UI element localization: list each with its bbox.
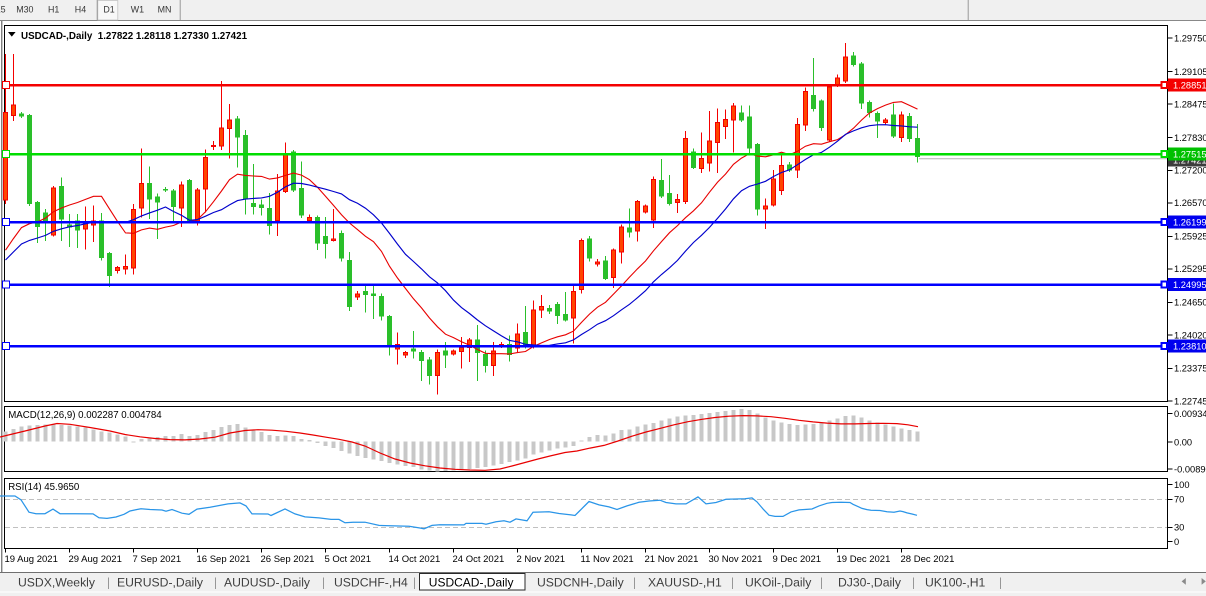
- svg-text:UKOil-,Daily: UKOil-,Daily: [745, 576, 812, 590]
- svg-text:30 Nov 2021: 30 Nov 2021: [709, 554, 763, 565]
- svg-text:21 Nov 2021: 21 Nov 2021: [645, 554, 699, 565]
- svg-text:1.26199: 1.26199: [1173, 218, 1206, 228]
- svg-text:70: 70: [1174, 495, 1184, 505]
- svg-text:W1: W1: [131, 4, 144, 14]
- svg-text:|: |: [322, 578, 325, 590]
- svg-text:H1: H1: [48, 4, 59, 14]
- svg-text:USDCHF-,H4: USDCHF-,H4: [334, 576, 408, 590]
- svg-text:1.22745: 1.22745: [1174, 396, 1206, 406]
- svg-text:USDCAD-,Daily 1.27822 1.28118: USDCAD-,Daily 1.27822 1.28118 1.27330 1.…: [21, 31, 248, 42]
- svg-text:1.28475: 1.28475: [1174, 100, 1206, 110]
- svg-text:|: |: [107, 578, 110, 590]
- svg-text:1.26570: 1.26570: [1174, 198, 1206, 208]
- svg-text:|: |: [999, 578, 1002, 590]
- svg-text:24 Oct 2021: 24 Oct 2021: [453, 554, 505, 565]
- svg-text:UK100-,H1: UK100-,H1: [925, 576, 986, 590]
- svg-text:19 Dec 2021: 19 Dec 2021: [837, 554, 891, 565]
- svg-text:28 Dec 2021: 28 Dec 2021: [901, 554, 955, 565]
- svg-text:11 Nov 2021: 11 Nov 2021: [581, 554, 634, 565]
- svg-text:|: |: [820, 578, 823, 590]
- svg-text:26 Sep 2021: 26 Sep 2021: [261, 554, 315, 565]
- svg-text:H4: H4: [75, 4, 86, 14]
- svg-text:USDCAD-,Daily: USDCAD-,Daily: [429, 576, 514, 590]
- svg-text:|: |: [633, 578, 636, 590]
- svg-text:1.29105: 1.29105: [1174, 67, 1206, 77]
- svg-text:MN: MN: [158, 4, 172, 14]
- svg-text:1.27515: 1.27515: [1173, 150, 1206, 160]
- svg-text:USDX,Weekly: USDX,Weekly: [18, 576, 96, 590]
- svg-text:D1: D1: [103, 4, 114, 14]
- svg-text:M30: M30: [16, 4, 33, 14]
- svg-text:|: |: [912, 578, 915, 590]
- svg-text:RSI(14) 45.9650: RSI(14) 45.9650: [8, 482, 80, 493]
- svg-text:16 Sep 2021: 16 Sep 2021: [197, 554, 251, 565]
- svg-text:USDCNH-,Daily: USDCNH-,Daily: [537, 576, 625, 590]
- svg-text:15: 15: [0, 4, 6, 14]
- svg-text:|: |: [731, 578, 734, 590]
- svg-text:XAUUSD-,H1: XAUUSD-,H1: [648, 576, 722, 590]
- svg-text:1.24995: 1.24995: [1173, 280, 1206, 290]
- svg-text:1.29750: 1.29750: [1174, 34, 1206, 44]
- svg-text:1.27830: 1.27830: [1174, 133, 1206, 143]
- svg-text:29 Aug 2021: 29 Aug 2021: [69, 554, 122, 565]
- svg-text:1.27421: 1.27421: [1173, 156, 1206, 166]
- svg-text:1.28851: 1.28851: [1173, 81, 1206, 91]
- svg-text:1.24650: 1.24650: [1174, 298, 1206, 308]
- svg-text:MACD(12,26,9) 0.002287 0.00478: MACD(12,26,9) 0.002287 0.004784: [8, 410, 162, 421]
- svg-text:1.25295: 1.25295: [1174, 264, 1206, 274]
- svg-text:14 Oct 2021: 14 Oct 2021: [389, 554, 441, 565]
- svg-text:AUDUSD-,Daily: AUDUSD-,Daily: [224, 576, 311, 590]
- svg-text:5 Oct 2021: 5 Oct 2021: [325, 554, 371, 565]
- svg-text:1.27200: 1.27200: [1174, 166, 1206, 176]
- svg-text:EURUSD-,Daily: EURUSD-,Daily: [117, 576, 204, 590]
- svg-text:1.23810: 1.23810: [1173, 342, 1206, 352]
- svg-text:19 Aug 2021: 19 Aug 2021: [5, 554, 58, 565]
- svg-text:0.009345: 0.009345: [1174, 409, 1206, 419]
- svg-text:100: 100: [1174, 480, 1190, 490]
- svg-text:1.25925: 1.25925: [1174, 232, 1206, 242]
- svg-text:-0.008900: -0.008900: [1174, 464, 1206, 474]
- svg-text:2 Nov 2021: 2 Nov 2021: [517, 554, 566, 565]
- svg-text:|: |: [413, 578, 416, 590]
- svg-text:7 Sep 2021: 7 Sep 2021: [133, 554, 182, 565]
- svg-text:9 Dec 2021: 9 Dec 2021: [773, 554, 822, 565]
- svg-text:1.23375: 1.23375: [1174, 364, 1206, 374]
- svg-text:1.24020: 1.24020: [1174, 330, 1206, 340]
- svg-text:0.00: 0.00: [1174, 437, 1192, 447]
- svg-text:30: 30: [1174, 523, 1184, 533]
- svg-text:DJ30-,Daily: DJ30-,Daily: [838, 576, 902, 590]
- svg-text:0: 0: [1174, 537, 1179, 547]
- svg-text:|: |: [214, 578, 217, 590]
